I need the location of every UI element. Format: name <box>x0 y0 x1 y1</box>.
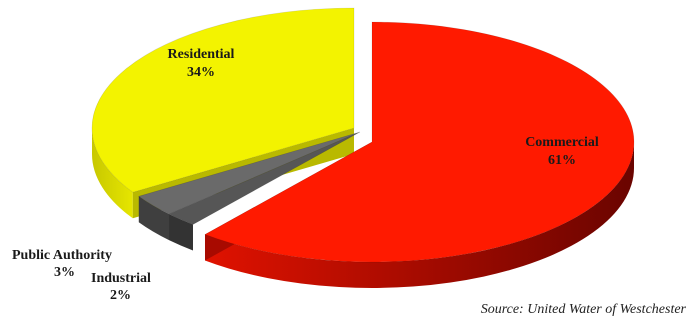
slice-industrial-side <box>169 214 193 251</box>
label-commercial-value: 61% <box>548 153 576 168</box>
slice-commercial-side <box>204 142 634 288</box>
slice-public-authority-side <box>138 196 170 241</box>
slice-industrial <box>168 131 361 225</box>
label-industrial-name: Industrial <box>91 271 151 286</box>
label-public-authority-name: Public Authority <box>12 248 112 263</box>
label-residential-value: 34% <box>187 65 215 80</box>
slice-commercial <box>204 21 635 263</box>
label-public-authority-value: 3% <box>54 265 75 280</box>
source-note: Source: United Water of Westchester <box>480 302 686 317</box>
slice-public-authority <box>138 131 361 215</box>
label-residential-name: Residential <box>168 47 235 62</box>
label-commercial-name: Commercial <box>525 135 599 150</box>
slice-residential-side <box>92 128 133 219</box>
slice-residential <box>91 7 355 193</box>
label-industrial-value: 2% <box>110 288 131 303</box>
